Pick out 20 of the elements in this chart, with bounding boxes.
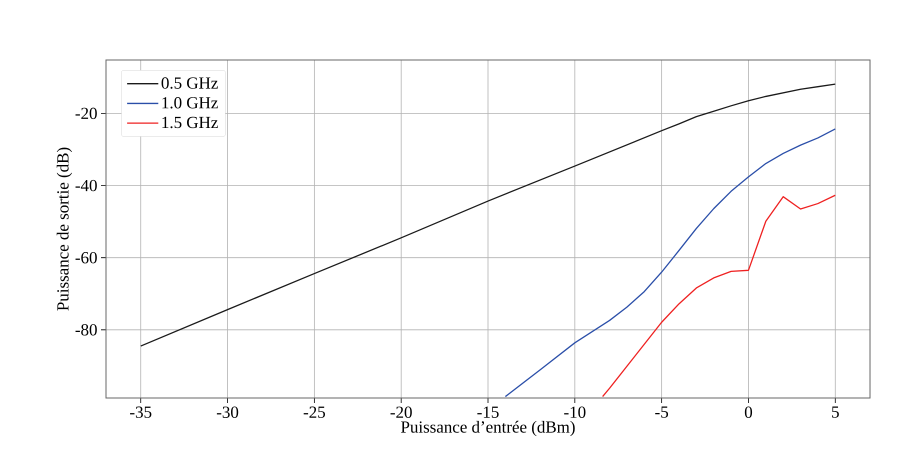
x-tick-label: -10 xyxy=(564,406,586,418)
line-series xyxy=(602,194,836,398)
y-tick-label: -40 xyxy=(76,180,97,192)
y-axis-title: Puissance de sortie (dB) xyxy=(56,148,72,311)
line-series xyxy=(504,128,836,398)
x-tick-label: -35 xyxy=(130,406,152,418)
y-tick-label: -80 xyxy=(76,324,97,336)
x-tick-label: 0 xyxy=(744,406,752,418)
x-axis-title: Puissance d’entrée (dBm) xyxy=(401,420,575,436)
x-tick-label: -15 xyxy=(477,406,499,418)
legend-label: 0.5 GHz xyxy=(162,77,218,89)
y-tick-label: -20 xyxy=(76,108,97,120)
y-tick-label: -60 xyxy=(76,252,97,264)
x-tick-label: -30 xyxy=(216,406,238,418)
x-tick-label: 5 xyxy=(832,406,839,418)
legend-label: 1.5 GHz xyxy=(162,116,218,128)
x-tick-label: -5 xyxy=(655,406,668,418)
legend-label: 1.0 GHz xyxy=(162,97,218,109)
x-tick-label: -25 xyxy=(304,406,325,418)
x-tick-label: -20 xyxy=(390,406,412,418)
